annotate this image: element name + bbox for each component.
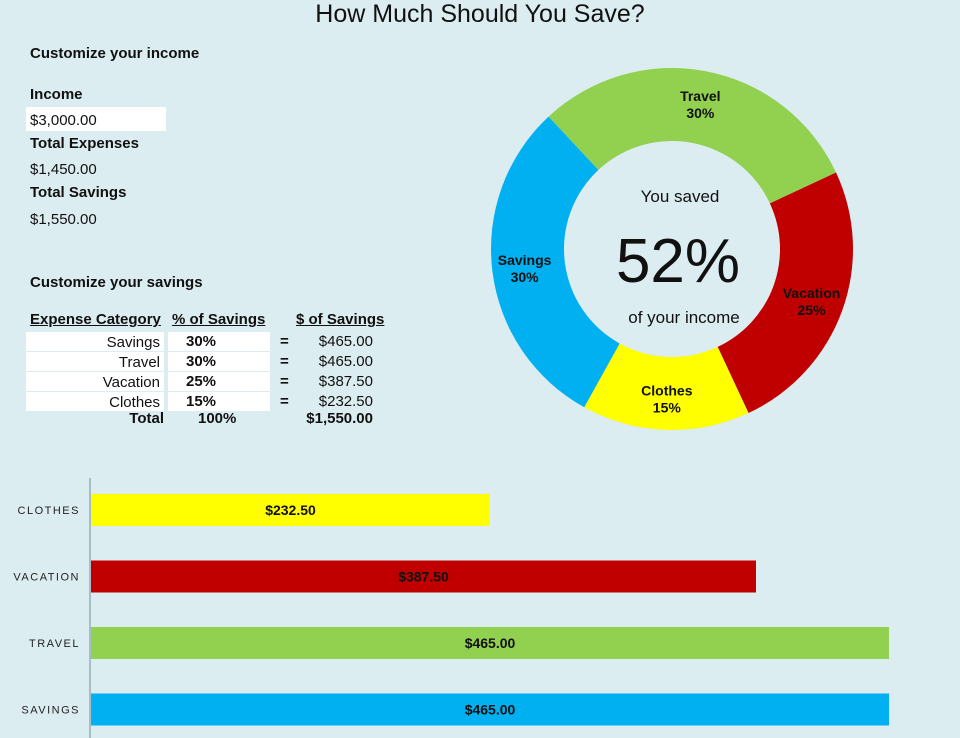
donut-percent-label-vacation: 25% [798,302,827,318]
table-row: Travel 30% = $465.00 [26,352,386,371]
donut-slice-travel [548,67,837,204]
total-savings-label: Total Savings [30,184,127,201]
percent-input[interactable]: 15% [168,392,270,411]
bar-category-label: SAVINGS [21,705,80,717]
bar-travel [91,627,889,659]
donut-percent-label-savings: 30% [511,269,540,285]
category-cell: Travel [26,352,164,371]
table-total-row: Total 100% $1,550.00 [26,410,386,428]
bar-value-label: $232.50 [265,502,316,518]
amount-cell: $465.00 [318,353,373,370]
column-header-category: Expense Category [30,311,161,328]
equals-sign: = [280,393,289,410]
amount-cell: $232.50 [318,393,373,410]
donut-slice-clothes [584,343,749,431]
category-cell: Clothes [26,392,164,411]
category-cell: Savings [26,332,164,351]
donut-percent-label-travel: 30% [686,105,715,121]
percent-input[interactable]: 30% [168,352,270,371]
total-percent: 100% [198,410,237,427]
percent-input[interactable]: 25% [168,372,270,391]
income-section-heading: Customize your income [30,45,200,62]
total-savings-value: $1,550.00 [30,211,97,228]
total-label: Total [129,410,164,427]
donut-bottom-text: of your income [628,308,740,327]
donut-percent-label-clothes: 15% [653,399,682,415]
equals-sign: = [280,373,289,390]
total-amount: $1,550.00 [306,410,373,427]
donut-label-savings: Savings [498,252,552,268]
category-cell: Vacation [26,372,164,391]
donut-label-vacation: Vacation [783,285,841,301]
bar-vacation [91,560,756,593]
income-input[interactable] [26,107,166,131]
table-row: Clothes 15% = $232.50 [26,392,386,411]
bar-clothes [91,494,490,526]
savings-donut-chart: Travel30%Vacation25%Clothes15%Savings30%… [491,67,853,431]
bar-value-label: $465.00 [465,702,516,718]
amount-cell: $465.00 [318,333,373,350]
donut-label-travel: Travel [680,88,720,104]
bar-value-label: $387.50 [398,569,449,585]
table-row: Savings 30% = $465.00 [26,332,386,351]
bar-category-label: TRAVEL [29,638,80,650]
savings-bar-chart: CLOTHES $232.50 VACATION $387.50 TRAVEL $465.… [13,478,889,738]
bar-value-label: $465.00 [465,635,516,651]
table-row: Vacation 25% = $387.50 [26,372,386,391]
page-title: How Much Should You Save? [315,0,645,28]
total-expenses-label: Total Expenses [30,135,139,152]
column-header-amount: $ of Savings [296,311,385,328]
amount-cell: $387.50 [318,373,373,390]
donut-slice-savings [491,116,620,408]
column-header-percent: % of Savings [172,311,266,328]
bar-savings [91,693,889,726]
bar-category-label: VACATION [13,572,80,584]
bar-category-label: CLOTHES [18,505,80,517]
savings-section-heading: Customize your savings [30,274,203,291]
donut-slice-vacation [717,172,853,414]
income-label: Income [30,86,83,103]
equals-sign: = [280,333,289,350]
total-expenses-value: $1,450.00 [30,161,97,178]
donut-top-text: You saved [641,187,720,206]
percent-input[interactable]: 30% [168,332,270,351]
donut-label-clothes: Clothes [641,382,693,398]
donut-percent: 52% [616,227,740,296]
equals-sign: = [280,353,289,370]
